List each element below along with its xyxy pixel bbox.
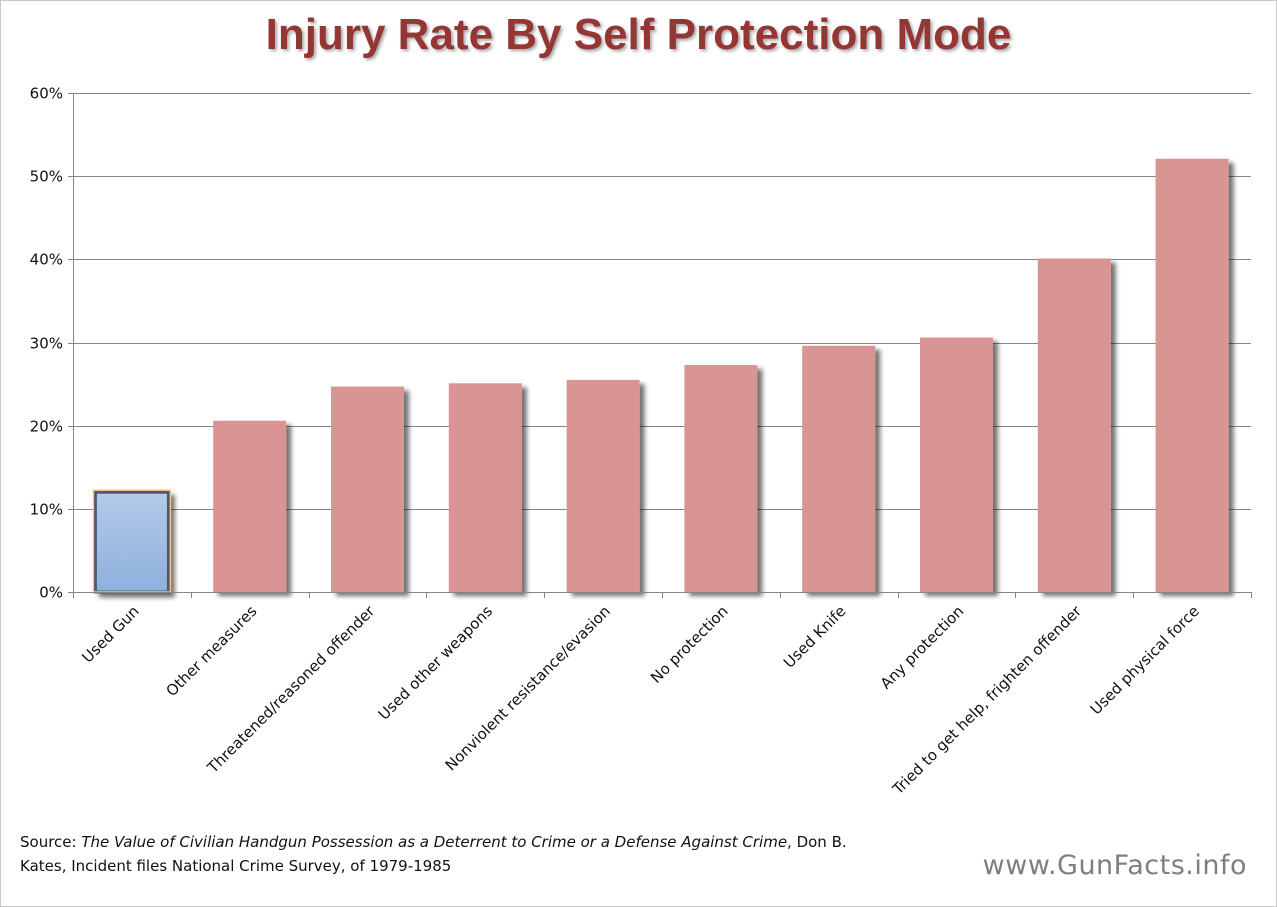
y-tick-label: 20%	[30, 418, 63, 436]
source-citation: Source: The Value of Civilian Handgun Po…	[20, 830, 860, 878]
bar	[566, 379, 640, 592]
x-tick-label: Used Gun	[78, 602, 142, 666]
bar	[331, 386, 404, 592]
x-tick-label: No protection	[647, 602, 732, 687]
x-tick-label: Used Knife	[780, 602, 850, 672]
axes	[68, 93, 1252, 598]
x-tick-label: Used physical force	[1087, 602, 1203, 718]
y-tick-label: 50%	[30, 168, 63, 186]
y-tick-label: 30%	[30, 335, 63, 353]
y-tick-label: 0%	[39, 584, 63, 602]
bar	[448, 383, 522, 592]
y-tick-label: 60%	[30, 85, 63, 103]
bar	[684, 365, 758, 592]
x-tick-label: Any protection	[877, 602, 968, 693]
y-tick-label: 10%	[30, 501, 63, 519]
x-tick-label: Used other weapons	[375, 602, 497, 724]
bars	[92, 158, 1229, 594]
source-prefix: Source:	[20, 833, 82, 851]
x-tick-label: Tried to get help, frighten offender	[888, 602, 1085, 799]
source-suffix: , Don B. Kates, Incident files National …	[20, 833, 847, 875]
bar	[1155, 158, 1229, 592]
bar	[920, 337, 993, 592]
bar	[1037, 258, 1111, 592]
watermark-url: www.GunFacts.info	[982, 850, 1247, 881]
bar	[802, 345, 876, 592]
x-tick-label: Other measures	[163, 602, 261, 700]
source-title: The Value of Civilian Handgun Possession…	[81, 833, 788, 851]
y-tick-label: 40%	[30, 251, 63, 269]
bar	[213, 420, 287, 592]
bar	[93, 490, 170, 594]
chart-title: Injury Rate By Self Protection Mode	[265, 10, 1012, 59]
